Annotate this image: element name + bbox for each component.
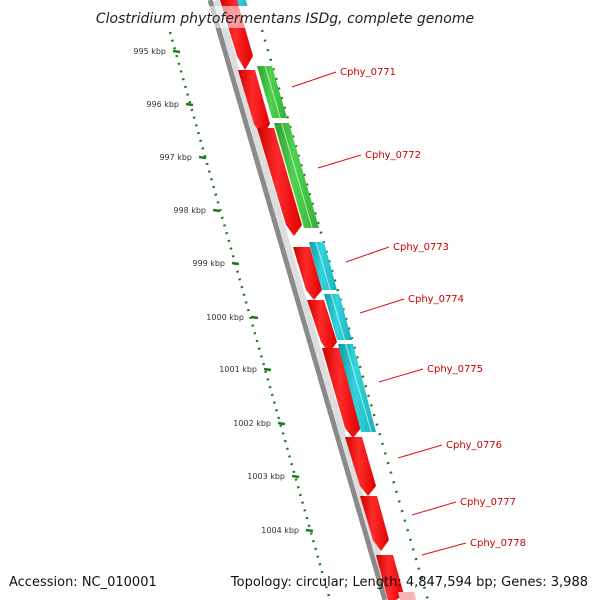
kbp-tick-label: 998 kbp <box>173 206 206 215</box>
kbp-tick-label: 1001 kbp <box>219 365 257 374</box>
kbp-tick-label: 996 kbp <box>146 100 179 109</box>
kbp-tick-mark <box>250 315 259 320</box>
feature-red-4 <box>293 247 322 300</box>
kbp-tick-mark <box>185 102 194 107</box>
feature-red-3 <box>257 128 302 236</box>
genome-summary-text: Topology: circular; Length: 4,847,594 bp… <box>230 575 588 590</box>
feature-red-5 <box>307 300 337 353</box>
feature-red-8 <box>360 496 389 551</box>
gene-label[interactable]: Cphy_0776 <box>446 440 502 451</box>
kbp-tick-mark <box>231 261 240 266</box>
gene-label-connector <box>317 154 362 169</box>
gene-label[interactable]: Cphy_0773 <box>393 242 449 253</box>
kbp-tick-mark <box>172 49 181 54</box>
kbp-tick-label: 1003 kbp <box>247 472 285 481</box>
gene-label[interactable]: Cphy_0772 <box>365 150 421 161</box>
gene-label-connector <box>411 501 457 516</box>
kbp-tick-label: 1004 kbp <box>261 526 299 535</box>
kbp-tick-mark <box>212 208 221 213</box>
gene-label[interactable]: Cphy_0771 <box>340 67 396 78</box>
kbp-tick-label: 995 kbp <box>133 47 166 56</box>
kbp-tick-label: 997 kbp <box>159 153 192 162</box>
feature-cyan-3 <box>338 344 376 432</box>
feature-outer-dotted-line <box>260 29 430 600</box>
gene-label-connector <box>345 246 390 263</box>
backbone-dark <box>207 0 388 600</box>
feature-pink-bottom <box>398 592 416 600</box>
kbp-tick-mark <box>198 155 207 160</box>
gene-labels: Cphy_0771 Cphy_0772 Cphy_0773 Cphy_0774 Cphy… <box>291 67 526 556</box>
kbp-tick-label: 1002 kbp <box>233 419 271 428</box>
gene-label-connector <box>291 71 337 88</box>
kbp-tick-label: 1000 kbp <box>206 313 244 322</box>
feature-red-6 <box>322 348 361 438</box>
feature-red-7 <box>345 437 376 496</box>
accession-text: Accession: NC_010001 <box>9 575 157 590</box>
gene-label[interactable]: Cphy_0774 <box>408 294 464 305</box>
gene-label-connector <box>359 298 405 314</box>
gene-label-connector <box>397 444 443 459</box>
feature-red-9 <box>376 555 404 600</box>
gene-label-connector <box>421 542 467 556</box>
gene-label[interactable]: Cphy_0778 <box>470 538 526 549</box>
kbp-tick-mark <box>305 528 314 533</box>
feature-green-1 <box>257 66 287 118</box>
kbp-tick-label: 999 kbp <box>192 259 225 268</box>
feature-red-2 <box>238 70 270 136</box>
red-features <box>220 0 404 600</box>
gene-label-connector <box>378 368 424 383</box>
kbp-tick-mark <box>291 474 300 479</box>
gene-label[interactable]: Cphy_0775 <box>427 364 483 375</box>
kbp-tick-mark <box>277 421 286 426</box>
gene-label[interactable]: Cphy_0777 <box>460 497 516 508</box>
kbp-ticks: 995 kbp 996 kbp 997 kbp 998 kbp 999 kbp 1000 … <box>133 47 314 535</box>
map-title: Clostridium phytofermentans ISDg, comple… <box>96 11 474 27</box>
kbp-tick-mark <box>263 367 272 372</box>
